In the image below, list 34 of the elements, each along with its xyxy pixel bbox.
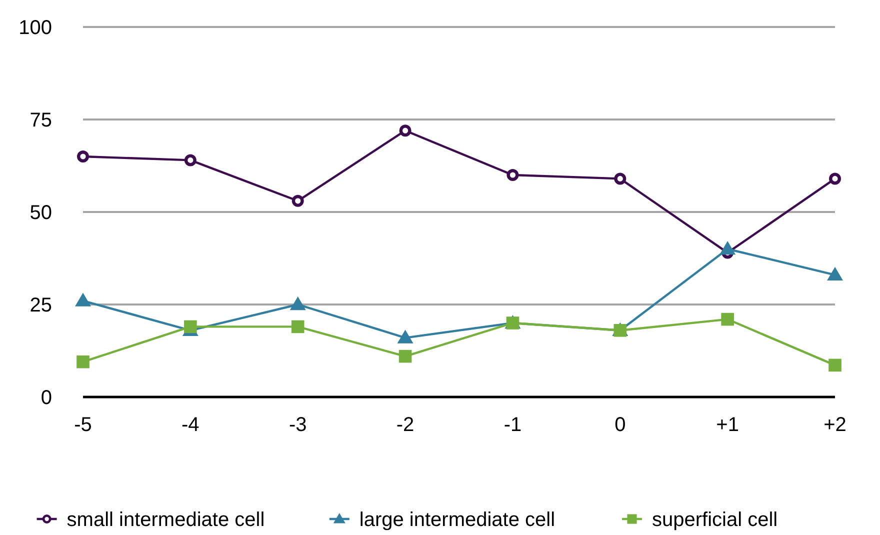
- x-tick-label: -5: [74, 414, 92, 436]
- x-tick-label: +2: [824, 414, 846, 436]
- y-tick-label: 25: [30, 294, 52, 316]
- y-tick-label: 75: [30, 110, 52, 132]
- point: [397, 330, 414, 344]
- point: [721, 312, 734, 326]
- x-tick-label: 0: [614, 414, 626, 436]
- point: [398, 350, 412, 363]
- point: [614, 172, 626, 185]
- y-tick-label: 0: [40, 387, 52, 409]
- x-tick-label: -1: [504, 414, 522, 436]
- point: [75, 292, 91, 306]
- point: [77, 150, 89, 162]
- point: [828, 358, 842, 372]
- legend-label: small intermediate cell: [66, 509, 265, 531]
- y-tick-label: 100: [18, 17, 52, 39]
- x-tick-label: +1: [716, 414, 739, 436]
- point: [184, 154, 196, 166]
- y-tick-label: 50: [30, 202, 52, 224]
- point: [292, 194, 304, 207]
- point: [506, 169, 519, 181]
- point: [76, 355, 90, 368]
- point: [829, 172, 841, 185]
- legend-label: large intermediate cell: [359, 509, 556, 531]
- x-tick-label: -4: [182, 414, 200, 436]
- x-tick-label: -2: [396, 414, 414, 436]
- point: [291, 320, 304, 334]
- point: [399, 124, 412, 137]
- point: [290, 296, 306, 310]
- point: [184, 320, 197, 334]
- legend-label: superficial cell: [652, 509, 778, 531]
- point: [720, 241, 736, 255]
- point: [827, 266, 843, 280]
- x-tick-label: -3: [288, 414, 307, 436]
